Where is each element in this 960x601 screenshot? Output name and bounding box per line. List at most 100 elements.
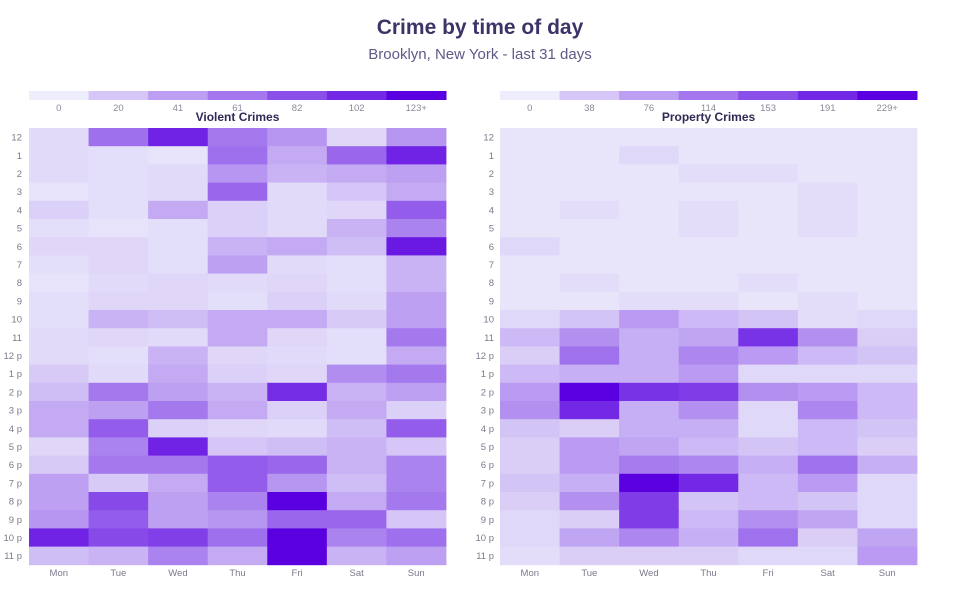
heatmap-cell xyxy=(386,437,447,456)
hour-label: 1 p xyxy=(481,369,494,380)
hour-label: 7 xyxy=(489,260,494,271)
heatmap-cell xyxy=(678,455,739,475)
heatmap-cell xyxy=(267,401,328,420)
heatmap-cell xyxy=(619,492,680,511)
heatmap-cell xyxy=(326,182,387,202)
heatmap-cell xyxy=(678,437,739,456)
heatmap-cell xyxy=(267,146,328,165)
legend-swatch xyxy=(267,91,328,100)
hour-label: 8 p xyxy=(481,497,494,508)
heatmap-cell xyxy=(738,546,799,566)
heatmap-cell xyxy=(500,546,560,566)
heatmap-cell xyxy=(678,273,739,293)
heatmap-cell xyxy=(88,328,149,347)
heatmap-cell xyxy=(797,237,858,256)
heatmap-cell xyxy=(559,146,620,165)
heatmap-cell xyxy=(267,255,328,274)
heatmap-cell xyxy=(148,382,209,402)
heatmap-cell xyxy=(797,528,858,547)
heatmap-cell xyxy=(29,310,89,329)
heatmap-cell xyxy=(207,273,268,293)
heatmap-cell xyxy=(738,364,799,384)
heatmap-cell xyxy=(500,273,560,293)
heatmap-cell xyxy=(500,455,560,475)
heatmap-cell xyxy=(207,401,268,420)
heatmap-cell xyxy=(797,255,858,274)
heatmap-cell xyxy=(678,546,739,566)
day-label: Sun xyxy=(408,568,425,579)
heatmap-cell xyxy=(88,255,149,274)
heatmap-cell xyxy=(619,200,680,220)
heatmap-cell xyxy=(559,528,620,547)
heatmap-cell xyxy=(559,164,620,183)
heatmap-cell xyxy=(559,237,620,256)
heatmap-cell xyxy=(29,401,89,420)
hour-label: 5 p xyxy=(481,442,494,453)
heatmap-cell xyxy=(678,419,739,438)
heatmap-cell xyxy=(148,219,209,238)
heatmap-cell xyxy=(29,382,89,402)
heatmap-cell xyxy=(797,310,858,329)
heatmap-cell xyxy=(619,255,680,274)
heatmap-cell xyxy=(797,200,858,220)
heatmap-cell xyxy=(500,401,560,420)
heatmap-cell xyxy=(148,473,209,493)
heatmap-cell xyxy=(267,164,328,183)
heatmap-cell xyxy=(148,164,209,183)
hour-label: 3 xyxy=(17,187,22,198)
heatmap-cell xyxy=(267,437,328,456)
heatmap-cell xyxy=(267,510,328,529)
heatmap-cell xyxy=(29,528,89,547)
hour-label: 9 xyxy=(17,296,22,307)
heatmap-cell xyxy=(326,291,387,311)
hour-label: 4 xyxy=(17,205,22,216)
legend-tick-label: 76 xyxy=(644,103,655,114)
heatmap-cell xyxy=(797,382,858,402)
heatmap-cell xyxy=(88,237,149,256)
day-label: Mon xyxy=(521,568,539,579)
day-label: Sat xyxy=(350,568,365,579)
heatmap-cell xyxy=(207,219,268,238)
hour-label: 1 xyxy=(489,151,494,162)
hour-label: 12 xyxy=(483,133,494,144)
heatmap-cell xyxy=(326,164,387,183)
hour-label: 12 p xyxy=(476,351,495,362)
heatmap-cell xyxy=(386,328,447,347)
heatmap-cell xyxy=(148,310,209,329)
heatmap-cell xyxy=(797,473,858,493)
heatmap-cell xyxy=(500,310,560,329)
heatmap-cell xyxy=(88,419,149,438)
heatmap-cell xyxy=(267,473,328,493)
hour-label: 8 p xyxy=(9,497,22,508)
day-label: Sun xyxy=(879,568,896,579)
heatmap-cell xyxy=(29,219,89,238)
heatmap-cell xyxy=(267,419,328,438)
heatmap-cell xyxy=(207,492,268,511)
heatmap-cell xyxy=(738,291,799,311)
hour-label: 12 p xyxy=(4,351,23,362)
heatmap-cell xyxy=(148,291,209,311)
heatmap-cell xyxy=(559,473,620,493)
heatmap-cell xyxy=(619,346,680,365)
hour-label: 3 p xyxy=(481,406,494,417)
heatmap-cell xyxy=(797,182,858,202)
heatmap-cell xyxy=(29,328,89,347)
heatmap-cell xyxy=(207,291,268,311)
heatmap-cell xyxy=(857,164,918,183)
legend-tick-label: 153 xyxy=(760,103,776,114)
heatmap-cell xyxy=(619,182,680,202)
hour-label: 5 xyxy=(489,224,494,235)
heatmap-cell xyxy=(207,510,268,529)
heatmap-cell xyxy=(857,182,918,202)
heatmap-cell xyxy=(88,455,149,475)
heatmap-cell xyxy=(500,492,560,511)
heatmap-cell xyxy=(326,146,387,165)
heatmap-cell xyxy=(88,291,149,311)
heatmap-cell xyxy=(207,473,268,493)
heatmap-cell xyxy=(207,182,268,202)
hour-label: 10 xyxy=(11,315,22,326)
heatmap-cell xyxy=(559,492,620,511)
heatmap-cell xyxy=(148,200,209,220)
heatmap-cell xyxy=(148,455,209,475)
heatmap-cell xyxy=(619,473,680,493)
